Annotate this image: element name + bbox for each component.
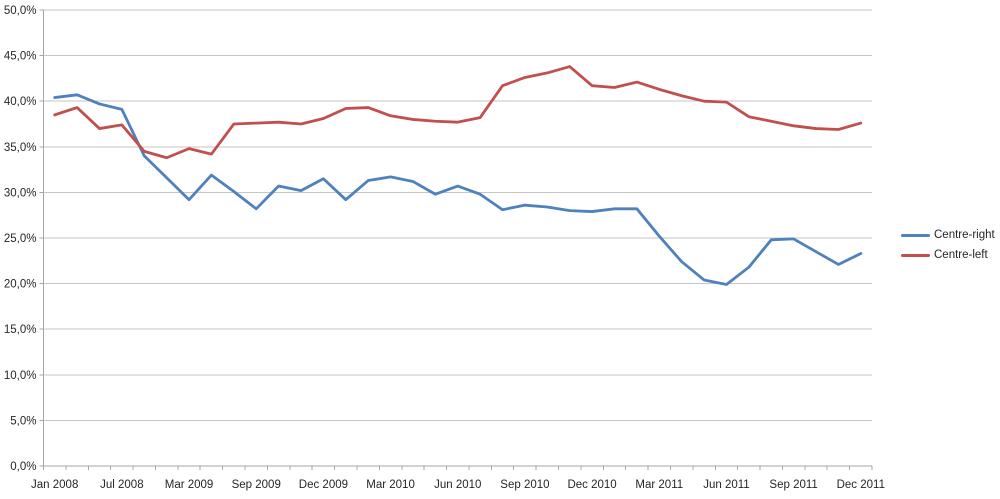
y-axis-label: 10,0% (4, 370, 37, 382)
legend-item-centre-left: Centre-left (901, 249, 995, 261)
y-axis-label: 40,0% (4, 96, 37, 108)
y-axis-label: 15,0% (4, 324, 37, 336)
x-axis-label: Sep 2009 (232, 479, 281, 491)
x-axis-label: Mar 2009 (165, 479, 214, 491)
legend-item-centre-right: Centre-right (901, 229, 995, 241)
y-axis-label: 5,0% (10, 415, 36, 427)
y-axis-label: 25,0% (4, 233, 37, 245)
y-axis-label: 35,0% (4, 142, 37, 154)
centre-left-line-swatch-icon (901, 253, 930, 257)
y-axis-label: 20,0% (4, 279, 37, 291)
x-axis-label: Mar 2011 (635, 479, 683, 491)
x-axis-label: Jan 2008 (31, 479, 78, 491)
y-axis-label: 50,0% (4, 5, 37, 17)
x-axis-label: Jul 2008 (100, 479, 143, 491)
x-axis-label: Mar 2010 (366, 479, 415, 491)
legend-label-centre-left: Centre-left (934, 249, 988, 261)
centre-left-line (53, 65, 863, 160)
x-axis-label: Dec 2009 (299, 479, 348, 491)
y-axis-label: 0,0% (10, 461, 36, 473)
y-axis-label: 45,0% (4, 51, 37, 63)
legend: Centre-right Centre-left (901, 229, 995, 261)
x-axis-label: Dec 2011 (837, 479, 885, 491)
x-axis-label: Sep 2010 (500, 479, 549, 491)
legend-label-centre-right: Centre-right (934, 229, 995, 241)
x-axis-label: Jun 2010 (434, 479, 481, 491)
centre-right-line-swatch-icon (901, 233, 930, 237)
x-axis-label: Sep 2011 (769, 479, 817, 491)
centre-right-line (53, 93, 863, 286)
y-axis-label: 30,0% (4, 187, 37, 199)
x-axis-label: Dec 2010 (567, 479, 616, 491)
x-axis-label: Jun 2011 (703, 479, 749, 491)
